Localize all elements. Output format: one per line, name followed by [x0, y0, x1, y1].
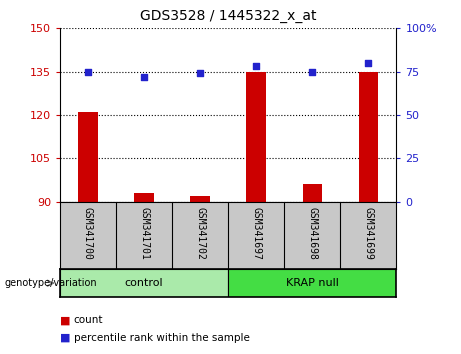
- Point: [196, 70, 204, 76]
- Point: [309, 69, 316, 75]
- Text: GSM341699: GSM341699: [363, 207, 373, 260]
- Bar: [190, 196, 210, 202]
- Text: GSM341697: GSM341697: [251, 207, 261, 260]
- Text: count: count: [74, 315, 103, 325]
- Text: ■: ■: [60, 315, 71, 325]
- Bar: [78, 112, 98, 202]
- Text: GSM341700: GSM341700: [83, 207, 93, 260]
- Text: GSM341701: GSM341701: [139, 207, 149, 260]
- Text: percentile rank within the sample: percentile rank within the sample: [74, 333, 250, 343]
- Text: genotype/variation: genotype/variation: [5, 278, 97, 288]
- Title: GDS3528 / 1445322_x_at: GDS3528 / 1445322_x_at: [140, 9, 316, 23]
- Text: GSM341698: GSM341698: [307, 207, 317, 260]
- Text: KRAP null: KRAP null: [286, 278, 339, 288]
- Bar: [60, 269, 228, 297]
- Bar: [134, 193, 154, 202]
- Text: control: control: [125, 278, 163, 288]
- Bar: [228, 269, 396, 297]
- Bar: [247, 72, 266, 202]
- Point: [84, 69, 92, 75]
- Point: [365, 60, 372, 66]
- Bar: [302, 184, 322, 202]
- Point: [140, 74, 148, 80]
- Text: GSM341702: GSM341702: [195, 207, 205, 260]
- Text: ■: ■: [60, 333, 71, 343]
- Point: [253, 64, 260, 69]
- Bar: [359, 72, 378, 202]
